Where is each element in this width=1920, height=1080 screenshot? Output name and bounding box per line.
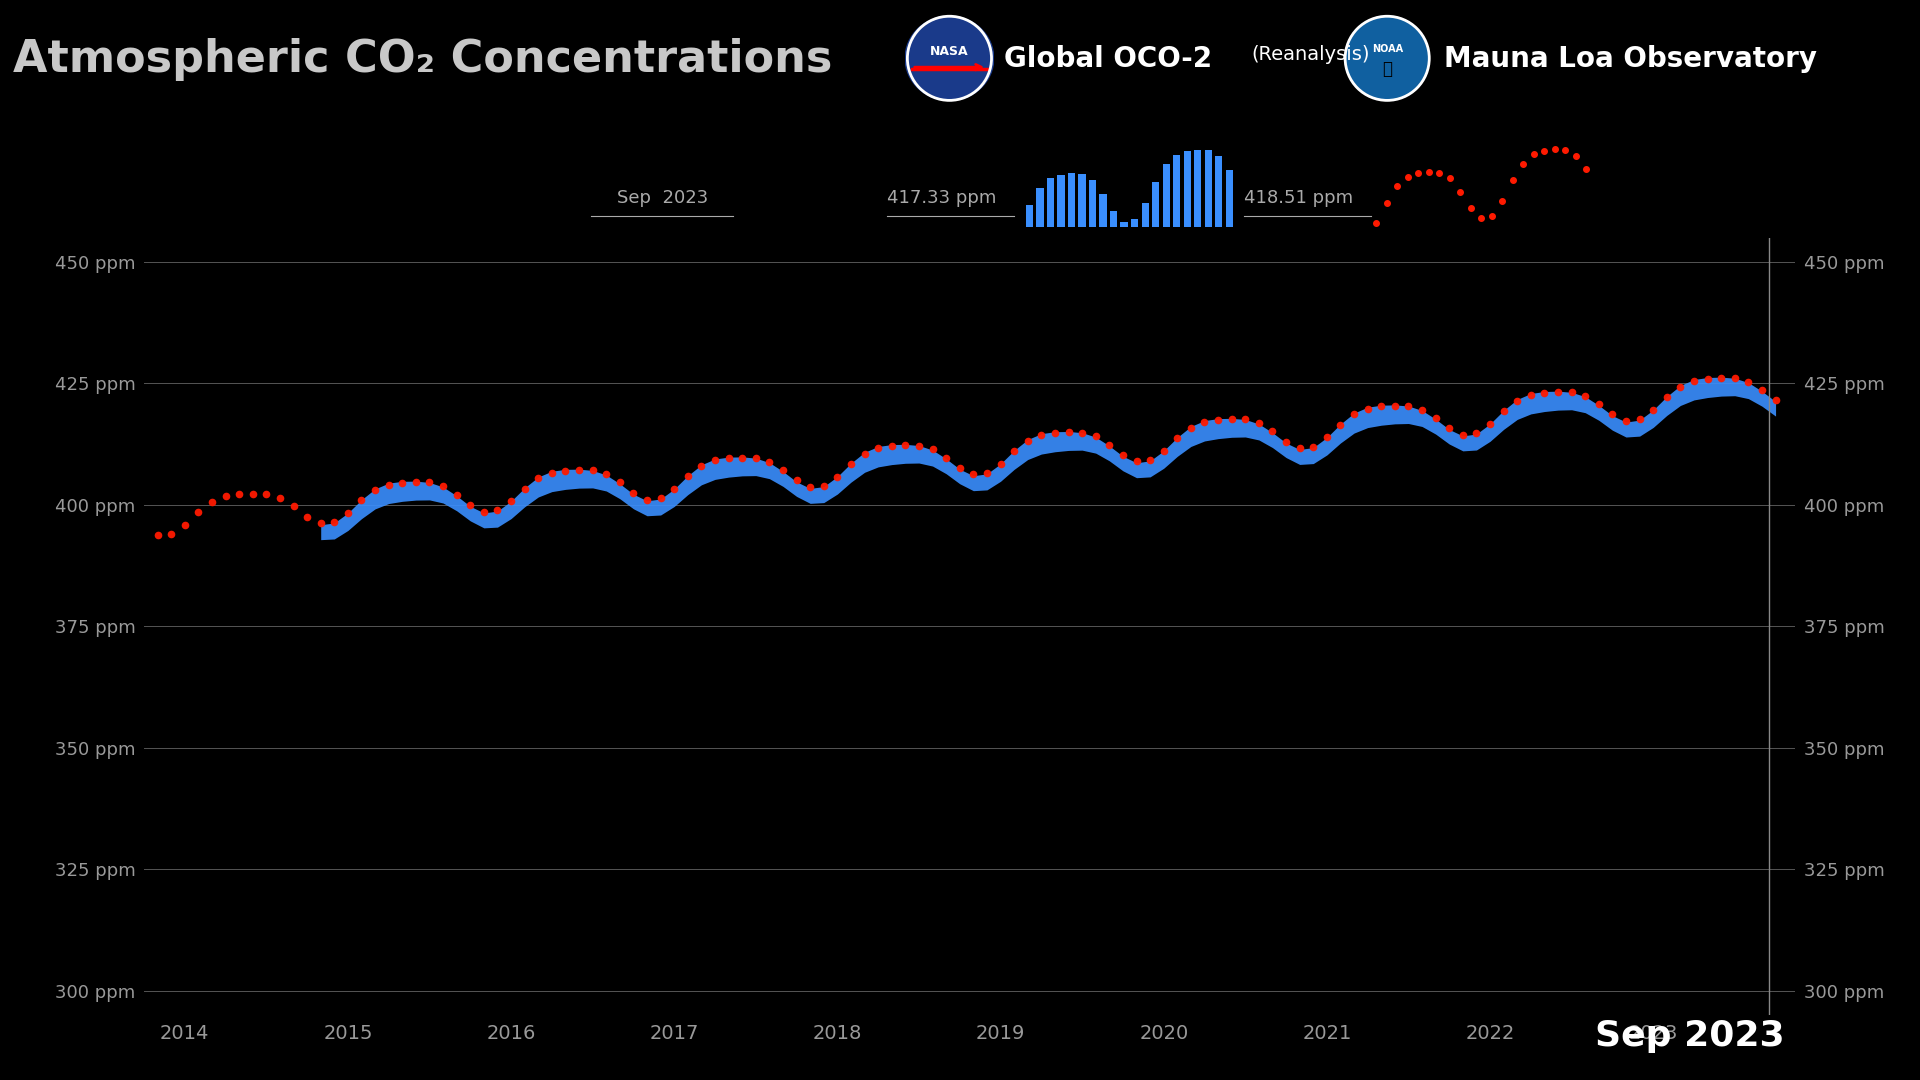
Bar <box>1058 175 1066 227</box>
Text: 🐟: 🐟 <box>1382 60 1392 79</box>
Text: Mauna Loa Observatory: Mauna Loa Observatory <box>1444 45 1816 73</box>
Bar <box>1204 150 1212 227</box>
Bar <box>1068 173 1075 227</box>
Text: Atmospheric CO₂ Concentrations: Atmospheric CO₂ Concentrations <box>13 38 831 81</box>
Text: Sep 2023: Sep 2023 <box>1596 1020 1784 1053</box>
Ellipse shape <box>904 16 995 100</box>
Text: 418.51 ppm: 418.51 ppm <box>1244 189 1354 207</box>
Text: 417.33 ppm: 417.33 ppm <box>887 189 996 207</box>
Bar <box>1152 183 1160 227</box>
Text: (Reanalysis): (Reanalysis) <box>1252 45 1371 65</box>
Bar <box>1194 150 1202 227</box>
Bar <box>1183 151 1190 227</box>
Bar <box>1173 154 1181 227</box>
Circle shape <box>1346 16 1428 100</box>
Text: Sep  2023: Sep 2023 <box>616 189 708 207</box>
Bar <box>1089 180 1096 227</box>
Bar <box>1121 221 1127 227</box>
Bar <box>1079 174 1087 227</box>
Text: NASA: NASA <box>929 45 970 58</box>
Bar <box>1100 193 1106 227</box>
Bar <box>1215 157 1223 227</box>
Bar <box>1037 188 1044 227</box>
Bar <box>1110 211 1117 227</box>
Bar <box>1162 164 1169 227</box>
Bar <box>1142 203 1148 227</box>
Bar <box>1225 170 1233 227</box>
Bar <box>1131 219 1139 227</box>
Bar <box>1046 178 1054 227</box>
Bar <box>1025 205 1033 227</box>
Text: NOAA: NOAA <box>1371 44 1404 54</box>
Text: Global OCO-2: Global OCO-2 <box>1004 45 1212 73</box>
